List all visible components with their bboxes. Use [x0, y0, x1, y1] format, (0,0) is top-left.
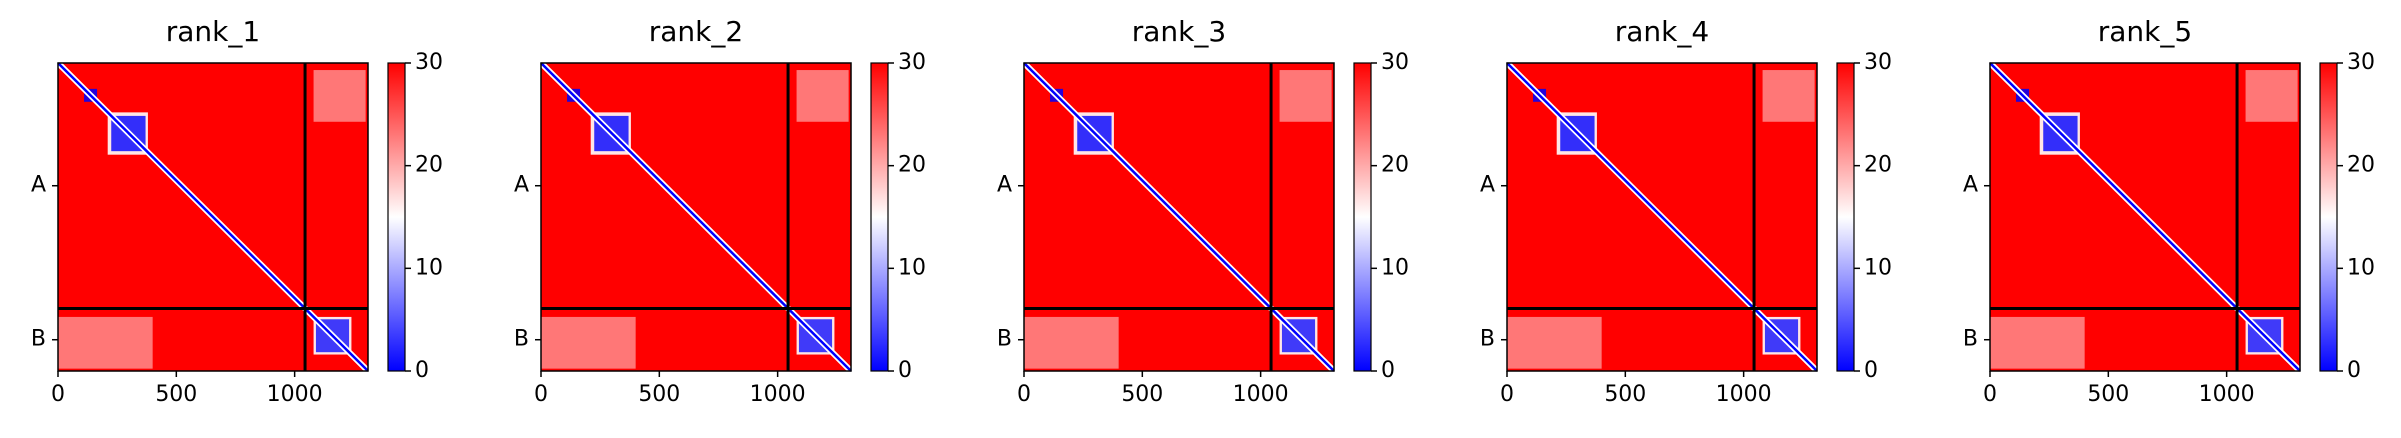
heatmap [1987, 60, 2303, 374]
x-tick-label: 1000 [1233, 382, 1289, 407]
panel-title: rank_1 [166, 15, 260, 48]
colorbar [1353, 62, 1372, 372]
heatmap-region [1279, 70, 1332, 122]
heatmap-region [1990, 316, 2085, 369]
heatmap [55, 60, 371, 374]
y-tick-label: B [997, 327, 1012, 352]
panel-title: rank_3 [1132, 15, 1226, 48]
axes-frame [57, 62, 369, 372]
x-tick-label: 500 [638, 382, 680, 407]
x-tick-label: 0 [1017, 382, 1031, 407]
y-tick-label: A [997, 173, 1012, 198]
y-tick-label: B [1963, 327, 1978, 352]
panel: rank_4 0 500 1000 A B 0 10 20 30 [1480, 15, 1892, 407]
colorbar-tick-label: 30 [2347, 50, 2375, 75]
panel: rank_1 0 500 1000 A B 0 10 20 30 [31, 15, 443, 407]
x-tick-label: 0 [1983, 382, 1997, 407]
colorbar [870, 62, 889, 372]
colorbar [387, 62, 406, 372]
x-tick-label: 500 [1121, 382, 1163, 407]
panel: rank_5 0 500 1000 A B 0 10 20 30 [1963, 15, 2375, 407]
axes-frame [1023, 62, 1335, 372]
x-tick-label: 500 [2087, 382, 2129, 407]
heatmap-diagonal [1023, 62, 1335, 372]
colorbar-tick-label: 10 [1381, 255, 1409, 280]
colorbar-tick-label: 10 [2347, 255, 2375, 280]
colorbar-tick-label: 10 [415, 255, 443, 280]
colorbar-tick-label: 30 [898, 50, 926, 75]
x-tick-label: 500 [155, 382, 197, 407]
colorbar-tick-label: 10 [898, 255, 926, 280]
heatmap [1021, 60, 1337, 374]
x-tick-label: 1000 [750, 382, 806, 407]
heatmap-region [1507, 316, 1602, 369]
heatmap-region [1762, 70, 1815, 122]
y-tick-label: A [514, 173, 529, 198]
colorbar-tick-label: 0 [2347, 358, 2361, 383]
y-tick-label: B [514, 327, 529, 352]
colorbar-tick-label: 20 [1864, 153, 1892, 178]
y-tick-label: A [1480, 173, 1495, 198]
colorbar-tick-label: 0 [1381, 358, 1395, 383]
x-tick-label: 500 [1604, 382, 1646, 407]
heatmap-diagonal [57, 62, 369, 372]
colorbar-tick-label: 10 [1864, 255, 1892, 280]
y-tick-label: B [1480, 327, 1495, 352]
axes-frame [1506, 62, 1818, 372]
panel-title: rank_2 [649, 15, 743, 48]
x-tick-label: 1000 [1716, 382, 1772, 407]
x-tick-label: 1000 [267, 382, 323, 407]
heatmap [538, 60, 854, 374]
colorbar [2319, 62, 2338, 372]
colorbar [1836, 62, 1855, 372]
heatmap-region [2245, 70, 2298, 122]
axes-frame [1989, 62, 2301, 372]
heatmap [1504, 60, 1820, 374]
colorbar-tick-label: 30 [415, 50, 443, 75]
panel-title: rank_5 [2098, 15, 2192, 48]
panel: rank_3 0 500 1000 A B 0 10 20 30 [997, 15, 1409, 407]
heatmap-region [1024, 316, 1119, 369]
heatmap-region [796, 70, 849, 122]
heatmap-diagonal [1506, 62, 1818, 372]
heatmap-diagonal [540, 62, 852, 372]
colorbar-tick-label: 20 [1381, 153, 1409, 178]
y-tick-label: A [1963, 173, 1978, 198]
heatmap-diagonal [1989, 62, 2301, 372]
x-tick-label: 0 [51, 382, 65, 407]
x-tick-label: 0 [534, 382, 548, 407]
heatmap-region [58, 316, 153, 369]
colorbar-tick-label: 0 [415, 358, 429, 383]
colorbar-tick-label: 20 [415, 153, 443, 178]
y-tick-label: A [31, 173, 46, 198]
x-tick-label: 0 [1500, 382, 1514, 407]
heatmap-region [313, 70, 366, 122]
y-tick-label: B [31, 327, 46, 352]
axes-frame [540, 62, 852, 372]
colorbar-tick-label: 0 [898, 358, 912, 383]
panel: rank_2 0 500 1000 A B 0 10 20 30 [514, 15, 926, 407]
x-tick-label: 1000 [2199, 382, 2255, 407]
colorbar-tick-label: 20 [2347, 153, 2375, 178]
colorbar-tick-label: 30 [1381, 50, 1409, 75]
colorbar-tick-label: 30 [1864, 50, 1892, 75]
panel-title: rank_4 [1615, 15, 1709, 48]
heatmap-region [541, 316, 636, 369]
colorbar-tick-label: 20 [898, 153, 926, 178]
colorbar-tick-label: 0 [1864, 358, 1878, 383]
